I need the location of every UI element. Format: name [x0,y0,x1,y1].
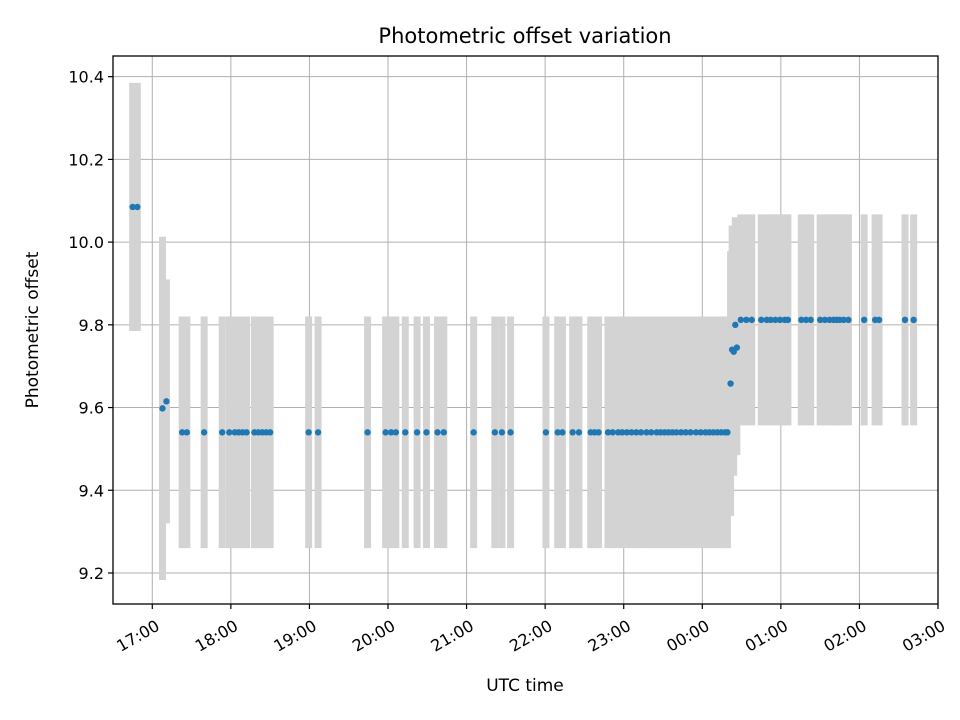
data-point [226,429,233,436]
data-point [559,429,566,436]
data-point [392,429,400,436]
data-point [733,344,741,351]
data-point [569,429,576,436]
data-point [682,429,689,436]
data-point [637,429,645,436]
data-point [798,316,805,324]
data-point [784,316,792,324]
data-point [575,429,583,436]
data-point [737,316,744,324]
data-point [129,203,136,211]
data-point [677,429,685,436]
y-axis-label: Photometric offset [23,251,43,408]
data-point [901,316,909,324]
data-point [692,429,700,436]
data-point [776,316,784,324]
data-point [243,429,250,436]
plot-frame [112,55,939,605]
data-point [772,316,779,324]
data-point [802,316,810,324]
data-point [816,316,824,324]
data-point [387,429,395,436]
y-tick-label: 10.2 [68,150,104,169]
data-point [266,429,274,436]
data-point [542,429,550,436]
data-point [743,316,750,324]
data-point [618,429,626,436]
data-point [423,429,430,436]
data-point [413,429,421,436]
data-point [845,316,852,324]
data-point [687,429,694,436]
data-point [305,429,312,436]
y-tick-label: 9.8 [79,316,104,335]
data-point [609,429,616,436]
x-axis-label: UTC time [486,676,564,696]
data-point [200,429,208,436]
data-point [470,429,477,436]
data-point [159,405,166,412]
data-point [434,429,441,436]
data-point [807,316,814,324]
y-tick-label: 9.2 [79,564,104,583]
data-point [183,429,191,436]
data-point [163,398,170,405]
data-point [633,429,640,436]
data-point [732,321,739,329]
data-point [498,429,506,436]
data-point [875,316,883,324]
y-tick-label: 10.0 [68,233,104,252]
data-point [643,429,650,436]
y-tick-label: 9.4 [79,481,104,500]
point-layer [129,203,917,436]
data-point [314,429,322,436]
data-point [628,429,635,436]
data-point [758,316,765,324]
data-point [219,429,226,436]
data-point [134,203,141,211]
data-point [554,429,561,436]
data-point [604,429,612,436]
y-tick-label: 10.4 [68,68,104,87]
data-point [748,316,755,324]
data-point [910,316,917,324]
data-point [623,429,631,436]
data-point [840,316,847,324]
data-point [648,429,655,436]
data-point [440,429,447,436]
y-tick-label: 9.6 [79,399,104,418]
data-point [727,380,734,387]
data-point [402,429,409,436]
data-point [507,429,514,436]
data-point [491,429,499,436]
data-point [724,429,731,436]
data-point [178,429,186,436]
data-point [673,429,680,436]
data-point [364,429,371,436]
data-point [382,429,389,436]
chart-title: Photometric offset variation [378,24,671,48]
data-point [821,316,829,324]
data-point [595,429,602,436]
data-point [860,316,868,324]
data-point [767,316,774,324]
data-point [697,429,704,436]
